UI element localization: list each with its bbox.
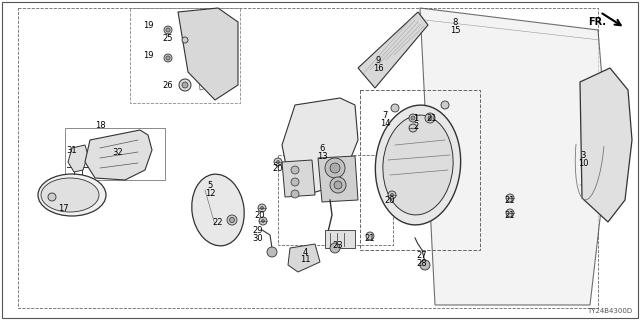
Text: 21: 21	[505, 211, 515, 220]
Text: 28: 28	[417, 259, 428, 268]
Circle shape	[506, 194, 514, 202]
Circle shape	[409, 114, 417, 122]
Circle shape	[291, 166, 299, 174]
Text: 19: 19	[143, 20, 153, 29]
Text: 26: 26	[163, 81, 173, 90]
Circle shape	[425, 113, 435, 123]
Text: 15: 15	[450, 26, 460, 35]
Circle shape	[166, 28, 170, 32]
Text: 20: 20	[385, 196, 396, 204]
Circle shape	[409, 124, 417, 132]
Circle shape	[420, 260, 430, 270]
Text: 7: 7	[382, 110, 388, 119]
Text: 12: 12	[205, 188, 215, 197]
Text: 21: 21	[365, 234, 375, 243]
Circle shape	[48, 193, 56, 201]
Circle shape	[441, 101, 449, 109]
Text: 13: 13	[317, 151, 327, 161]
Text: 1: 1	[413, 114, 419, 123]
Text: 9: 9	[376, 55, 381, 65]
Circle shape	[411, 116, 415, 120]
Bar	[130, 8, 240, 103]
Text: 6: 6	[319, 143, 324, 153]
Text: 16: 16	[372, 63, 383, 73]
Bar	[65, 128, 165, 180]
Text: 18: 18	[95, 121, 106, 130]
Circle shape	[428, 116, 432, 120]
Ellipse shape	[38, 174, 106, 216]
Text: 29: 29	[253, 226, 263, 235]
Circle shape	[330, 163, 340, 173]
Polygon shape	[68, 145, 88, 172]
Circle shape	[276, 161, 280, 164]
Circle shape	[330, 243, 340, 253]
Text: 17: 17	[58, 204, 68, 212]
Polygon shape	[288, 244, 320, 272]
Circle shape	[227, 215, 237, 225]
Circle shape	[366, 232, 374, 240]
Circle shape	[506, 209, 514, 217]
Text: 2: 2	[413, 122, 419, 131]
Text: 14: 14	[380, 118, 390, 127]
Text: 4: 4	[302, 247, 308, 257]
Circle shape	[334, 181, 342, 189]
Circle shape	[164, 54, 172, 62]
Circle shape	[274, 158, 282, 166]
Text: 5: 5	[207, 180, 212, 189]
Text: 32: 32	[113, 148, 124, 156]
Text: 30: 30	[253, 234, 263, 243]
Text: TY24B4300D: TY24B4300D	[587, 308, 632, 314]
Circle shape	[330, 177, 346, 193]
Polygon shape	[358, 12, 428, 88]
Circle shape	[258, 204, 266, 212]
Circle shape	[262, 220, 264, 222]
Circle shape	[166, 56, 170, 60]
Polygon shape	[85, 130, 152, 180]
Text: 27: 27	[417, 251, 428, 260]
Polygon shape	[580, 68, 632, 222]
Bar	[360, 90, 480, 250]
Text: 20: 20	[273, 164, 284, 172]
Text: 20: 20	[255, 211, 265, 220]
Bar	[325, 230, 355, 248]
Polygon shape	[282, 160, 315, 197]
Circle shape	[388, 191, 396, 199]
Text: 11: 11	[300, 255, 310, 265]
Text: 25: 25	[163, 34, 173, 43]
Circle shape	[390, 194, 394, 196]
Text: 21: 21	[427, 114, 437, 123]
Circle shape	[391, 104, 399, 112]
Circle shape	[230, 218, 234, 222]
Ellipse shape	[383, 115, 453, 215]
Ellipse shape	[375, 105, 461, 225]
Polygon shape	[420, 8, 608, 305]
Circle shape	[182, 37, 188, 43]
Circle shape	[267, 247, 277, 257]
Text: 3: 3	[580, 150, 586, 159]
Circle shape	[291, 190, 299, 198]
Text: 19: 19	[143, 51, 153, 60]
Text: FR.: FR.	[588, 17, 606, 27]
Circle shape	[179, 79, 191, 91]
Polygon shape	[178, 8, 238, 100]
Text: 21: 21	[505, 196, 515, 204]
Ellipse shape	[192, 174, 244, 246]
Text: 31: 31	[67, 146, 77, 155]
Text: 10: 10	[578, 158, 588, 167]
Text: 22: 22	[212, 218, 223, 227]
Text: 8: 8	[452, 18, 458, 27]
Circle shape	[325, 158, 345, 178]
Circle shape	[182, 82, 188, 88]
Circle shape	[259, 217, 267, 225]
Ellipse shape	[41, 178, 99, 212]
Circle shape	[291, 178, 299, 186]
Bar	[278, 155, 393, 245]
Text: 23: 23	[333, 241, 343, 250]
Polygon shape	[282, 98, 358, 195]
Polygon shape	[318, 156, 358, 202]
Circle shape	[260, 206, 264, 210]
Circle shape	[164, 26, 172, 34]
